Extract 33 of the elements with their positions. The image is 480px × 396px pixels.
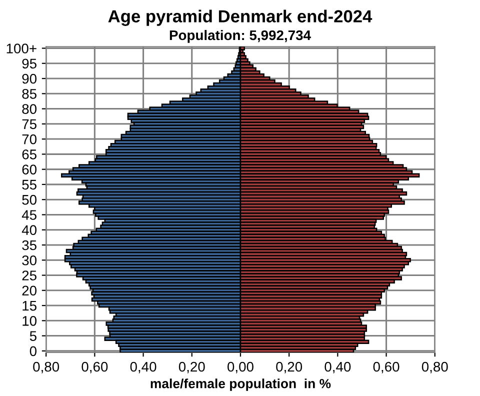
x-tick-label: 0,80 [33,362,60,374]
y-tick-label: 20 [22,286,37,296]
y-tick-label: 0 [30,346,37,356]
x-tick-label: 0,40 [130,362,156,374]
chart-title: Age pyramid Denmark end-2024 [108,10,372,26]
y-tick-label: 25 [22,270,36,280]
y-tick-label: 60 [22,164,37,174]
y-tick-label: 40 [22,225,37,236]
y-tick-label: 15 [22,301,36,311]
y-tick-label: 90 [22,74,37,84]
y-tick-label: 10 [22,316,37,326]
x-tick-label: 0,60 [82,362,108,374]
chart-subtitle: Population: 5,992,734 [170,30,311,43]
y-tick-label: 35 [22,240,36,250]
x-tick-label: 0,20 [276,362,302,374]
y-tick-label: 100+ [6,44,36,54]
y-tick-label: 80 [22,104,37,114]
y-tick-label: 95 [22,58,36,69]
y-tick-label: 65 [22,150,36,160]
x-axis-title: male/female population in % [150,378,331,391]
y-tick-label: 55 [22,180,36,190]
y-tick-label: 30 [22,255,37,266]
y-tick-label: 50 [22,194,37,205]
y-tick-label: 85 [22,88,36,99]
y-tick-label: 75 [22,119,36,130]
x-tick-label: 0,00 [228,362,254,374]
x-tick-label: 0,20 [178,362,205,374]
x-tick-label: 0,60 [373,362,400,374]
x-tick-label: 0,80 [422,362,448,374]
x-tick-label: 0,40 [324,362,351,374]
y-tick-label: 45 [22,210,36,220]
y-tick-label: 70 [22,134,37,144]
y-tick-label: 5 [30,331,36,341]
